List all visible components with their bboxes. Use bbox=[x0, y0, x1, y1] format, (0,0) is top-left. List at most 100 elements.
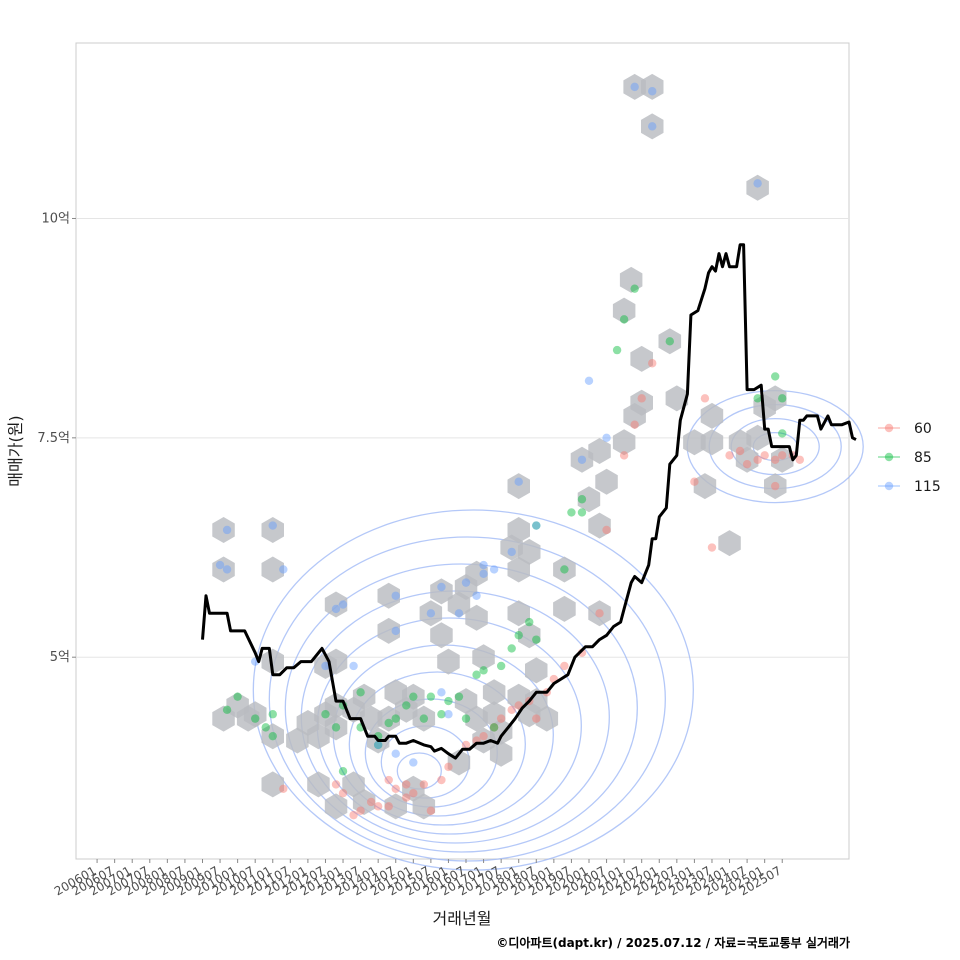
point-115 bbox=[479, 560, 488, 570]
point-60 bbox=[419, 780, 429, 789]
legend-swatch-85 bbox=[884, 452, 894, 462]
hexbin bbox=[641, 113, 664, 140]
hexbin bbox=[588, 512, 611, 539]
hexbin bbox=[735, 446, 759, 473]
point-60 bbox=[700, 394, 710, 403]
hexbin bbox=[324, 793, 348, 820]
point-60 bbox=[753, 455, 762, 464]
hexbin bbox=[570, 446, 594, 473]
hexbin bbox=[507, 683, 530, 710]
point-60 bbox=[426, 806, 436, 815]
hexbin bbox=[489, 718, 513, 745]
hexbin bbox=[465, 604, 488, 631]
point-115 bbox=[222, 565, 232, 574]
legend-label-60: 60 bbox=[914, 421, 932, 437]
point-115 bbox=[391, 591, 400, 600]
hexbin bbox=[700, 402, 724, 429]
point-60 bbox=[489, 723, 499, 732]
point-115 bbox=[444, 710, 453, 719]
y-tick-label: 7.5억 bbox=[37, 431, 70, 446]
point-115 bbox=[602, 433, 611, 443]
hexbin bbox=[525, 688, 548, 715]
y-axis-title: 매매가(원) bbox=[6, 415, 25, 486]
point-85 bbox=[778, 394, 787, 403]
hexbin bbox=[658, 328, 682, 355]
point-85 bbox=[567, 508, 576, 517]
point-60 bbox=[507, 705, 516, 715]
point-85 bbox=[532, 521, 541, 530]
point-85 bbox=[665, 337, 675, 346]
point-115 bbox=[507, 547, 516, 557]
point-85 bbox=[778, 429, 787, 438]
point-85 bbox=[338, 767, 348, 776]
hexbin bbox=[700, 429, 724, 456]
point-60 bbox=[690, 477, 699, 486]
hexbin bbox=[352, 683, 376, 710]
point-85 bbox=[472, 670, 481, 679]
hexbin bbox=[489, 740, 513, 767]
hexbin bbox=[324, 591, 348, 618]
point-115 bbox=[454, 609, 464, 618]
point-60 bbox=[384, 802, 393, 811]
hexbin bbox=[352, 789, 376, 815]
hexbin bbox=[630, 389, 653, 416]
hexbin bbox=[507, 517, 530, 543]
point-85 bbox=[525, 617, 534, 627]
point-85 bbox=[560, 565, 569, 574]
hexbin bbox=[412, 793, 436, 820]
hexbin bbox=[623, 73, 646, 100]
hexbin bbox=[507, 556, 530, 583]
hexbin-layer bbox=[212, 73, 794, 820]
point-85 bbox=[454, 692, 464, 701]
point-60 bbox=[560, 661, 569, 671]
hexbin bbox=[307, 723, 330, 750]
point-60 bbox=[349, 810, 358, 820]
hexbin bbox=[377, 705, 400, 732]
hexbin bbox=[307, 771, 330, 798]
hexbin bbox=[588, 600, 611, 627]
point-85 bbox=[268, 731, 277, 741]
point-85 bbox=[489, 723, 499, 732]
hexbin bbox=[430, 622, 453, 649]
point-115 bbox=[532, 521, 541, 530]
y-tick-label: 10억 bbox=[41, 211, 70, 226]
hexbin bbox=[746, 174, 769, 201]
hexbin bbox=[359, 705, 383, 732]
hexbin bbox=[465, 705, 488, 732]
legend-label-115: 115 bbox=[914, 479, 941, 495]
point-115 bbox=[514, 477, 523, 486]
point-60 bbox=[778, 451, 787, 460]
hexbin bbox=[465, 560, 488, 587]
point-115 bbox=[753, 179, 762, 188]
hexbin bbox=[612, 297, 636, 324]
point-85 bbox=[514, 631, 523, 640]
point-85 bbox=[373, 740, 383, 750]
hexbin bbox=[718, 530, 741, 557]
legend: 60 85 115 bbox=[878, 421, 941, 495]
point-60 bbox=[496, 714, 506, 723]
point-85 bbox=[630, 284, 639, 293]
point-60 bbox=[444, 762, 453, 772]
hexbin bbox=[261, 723, 284, 750]
legend-swatch-115 bbox=[884, 481, 894, 491]
hexbin bbox=[764, 385, 787, 412]
hexbin bbox=[212, 517, 235, 543]
hexbin bbox=[419, 600, 443, 627]
hexbin bbox=[595, 468, 618, 495]
point-85 bbox=[461, 714, 471, 723]
hexbin bbox=[507, 473, 530, 500]
point-115 bbox=[215, 560, 225, 570]
point-60 bbox=[735, 446, 745, 456]
point-115 bbox=[648, 122, 657, 131]
hexbin bbox=[553, 556, 576, 583]
point-85 bbox=[577, 495, 587, 504]
hexbin bbox=[402, 775, 425, 802]
hexbin bbox=[683, 429, 706, 456]
hexbin bbox=[377, 617, 400, 644]
point-60 bbox=[366, 797, 376, 807]
hexbin bbox=[619, 266, 643, 293]
point-115 bbox=[648, 87, 657, 96]
hexbin bbox=[243, 701, 267, 728]
point-115 bbox=[584, 376, 594, 386]
point-60 bbox=[391, 784, 400, 794]
